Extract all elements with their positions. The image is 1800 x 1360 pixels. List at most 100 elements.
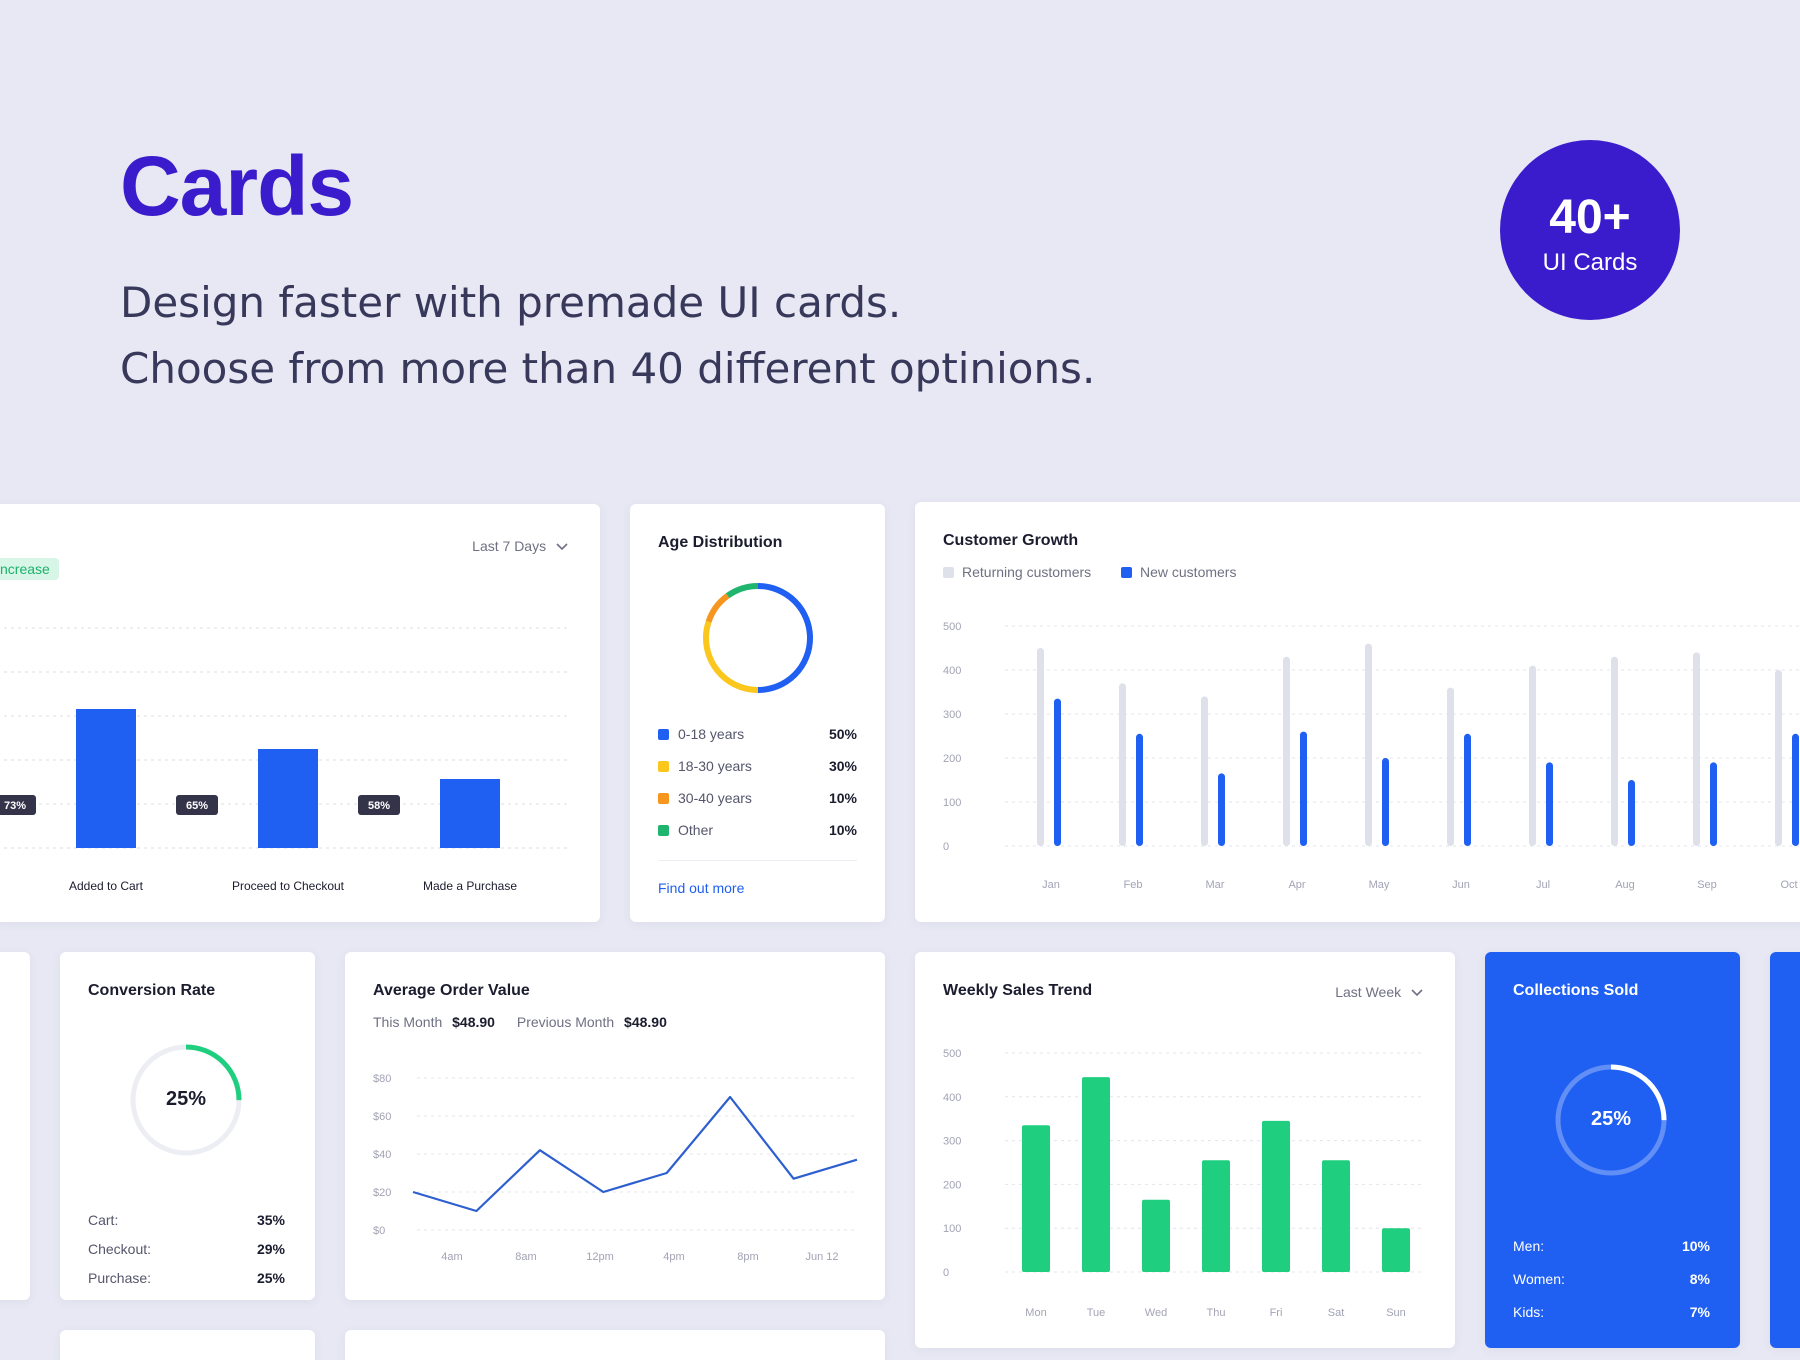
age-legend-value: 10% — [828, 822, 857, 838]
returning-bar — [1201, 696, 1208, 846]
aov-line — [412, 1095, 858, 1213]
legend-swatch-new — [1121, 567, 1132, 578]
returning-bar — [1283, 656, 1290, 846]
y-tick-label: 200 — [943, 1179, 961, 1191]
funnel-rate-label: 73% — [4, 800, 26, 812]
stat-label: Men: — [1513, 1238, 1545, 1254]
legend-new-label: New customers — [1140, 564, 1237, 580]
x-tick-label: Mar — [1206, 879, 1225, 891]
hero-subtitle-line-2: Choose from more than 40 different optin… — [120, 344, 1096, 393]
returning-bar — [1693, 652, 1700, 846]
x-tick-label: Sun — [1386, 1307, 1406, 1319]
x-tick-label: Oct — [1780, 879, 1797, 891]
y-tick-label: $0 — [373, 1225, 385, 1237]
donut-segment — [703, 583, 813, 693]
stat-label: Purchase: — [88, 1270, 152, 1286]
y-tick-label: $60 — [373, 1111, 391, 1123]
funnel-chart: Added to Cart Proceed to Checkout Made a P… — [0, 627, 568, 893]
weekly-sales-bar — [1142, 1199, 1170, 1272]
age-legend-row: Other 10% — [658, 822, 857, 842]
new-customers-bar — [1710, 762, 1717, 846]
partial-card-bottom-1 — [60, 1330, 315, 1360]
age-distribution-card: Age Distribution Find out more 0-18 year… — [630, 504, 885, 922]
new-customers-bar — [1218, 773, 1225, 846]
x-tick-label: 12pm — [586, 1251, 614, 1263]
y-tick-label: 0 — [943, 841, 949, 853]
age-legend-row: 0-18 years 50% — [658, 726, 857, 746]
new-customers-bar — [1054, 698, 1061, 846]
badge-label: UI Cards — [1542, 249, 1638, 276]
period-dropdown[interactable]: Last 7 Days — [472, 538, 568, 554]
stat-value: 8% — [1689, 1271, 1710, 1287]
stat-row: Purchase: 25% — [88, 1270, 285, 1290]
partial-card-bottom-2 — [345, 1330, 885, 1360]
x-tick-label: Sat — [1328, 1307, 1345, 1319]
ring-progress — [130, 1044, 242, 1156]
donut-segment — [703, 583, 813, 693]
stat-value: 29% — [256, 1241, 285, 1257]
age-legend-row: 30-40 years 10% — [658, 790, 857, 810]
growth-title: Customer Growth — [943, 532, 1079, 549]
age-legend-value: 10% — [828, 790, 857, 806]
legend-swatch-returning — [943, 567, 954, 578]
returning-bar — [1037, 648, 1044, 846]
x-tick-label: Jun 12 — [805, 1251, 838, 1263]
find-out-more-link[interactable]: Find out more — [658, 880, 745, 896]
growth-chart: 500 400 300 200 100 0 Jan Feb Mar Apr May Jun Jul Aug… — [943, 621, 1800, 891]
new-customers-bar — [1464, 733, 1471, 846]
stat-value: 10% — [1681, 1238, 1710, 1254]
conversion-title: Conversion Rate — [88, 982, 216, 999]
aov-previous-month-label: Previous Month — [516, 1014, 615, 1030]
stat-label: Cart: — [88, 1212, 119, 1228]
age-legend-label: 30-40 years — [678, 790, 752, 806]
returning-bar — [1775, 670, 1782, 846]
weekly-bar-chart: 500 400 300 200 100 0 Mon Tue Wed Thu Fri Sat Sun — [943, 1048, 1425, 1319]
weekly-sales-bar — [1082, 1077, 1110, 1272]
x-tick-label: Jun — [1452, 879, 1470, 891]
stat-value: 7% — [1689, 1304, 1710, 1320]
conversion-rate-card: Conversion Rate 25% Cart: 35% Checkout: 29%… — [60, 952, 315, 1300]
x-tick-label: Fri — [1270, 1307, 1283, 1319]
x-tick-label: 4pm — [663, 1251, 684, 1263]
y-tick-label: 400 — [943, 1092, 961, 1104]
age-legend-label: 18-30 years — [678, 758, 752, 774]
y-tick-label: 100 — [943, 797, 961, 809]
age-legend-row: 18-30 years 30% — [658, 758, 857, 778]
partial-card-right — [1770, 952, 1800, 1348]
weekly-sales-bar — [1022, 1125, 1050, 1272]
average-order-value-card: Average Order Value This Month $48.90 Pr… — [345, 952, 885, 1300]
legend-swatch — [658, 729, 669, 740]
returning-bar — [1365, 643, 1372, 846]
collections-title: Collections Sold — [1513, 982, 1639, 999]
cards-count-badge: 40+ UI Cards — [1500, 140, 1680, 320]
aov-title: Average Order Value — [373, 982, 530, 999]
period-dropdown-label: Last 7 Days — [472, 538, 547, 554]
weekly-sales-trend-card: Weekly Sales Trend Last Week 500 400 300 20… — [915, 952, 1455, 1348]
weekly-sales-bar — [1382, 1228, 1410, 1272]
collections-sold-card: Collections Sold 25% Men: 10% Women: 8% Kids… — [1485, 952, 1740, 1348]
y-tick-label: 500 — [943, 621, 961, 633]
chevron-down-icon — [556, 543, 568, 551]
aov-this-month-label: This Month — [373, 1014, 443, 1030]
returning-bar — [1611, 656, 1618, 846]
badge-count: 40+ — [1549, 191, 1631, 244]
increase-badge: ncrease — [0, 558, 59, 580]
y-tick-label: $40 — [373, 1149, 391, 1161]
funnel-card: ncrease Last 7 Days Added to Cart Proceed… — [0, 504, 600, 922]
x-tick-label: Wed — [1145, 1307, 1167, 1319]
x-tick-label: 8am — [515, 1251, 536, 1263]
new-customers-bar — [1136, 733, 1143, 846]
aov-previous-month-value: $48.90 — [624, 1014, 667, 1030]
stat-value: 35% — [256, 1212, 285, 1228]
y-tick-label: 100 — [943, 1223, 961, 1235]
legend-swatch — [658, 793, 669, 804]
x-tick-label: May — [1369, 879, 1390, 891]
aov-summary: This Month $48.90 Previous Month $48.90 — [373, 1014, 667, 1030]
conversion-center-value: 25% — [165, 1088, 207, 1110]
x-tick-label: Tue — [1087, 1307, 1106, 1319]
legend-returning: Returning customers — [943, 564, 1091, 580]
partial-card-left — [0, 952, 30, 1300]
funnel-rate-tag — [176, 795, 218, 815]
x-tick-label: Thu — [1207, 1307, 1226, 1319]
weekly-period-dropdown[interactable]: Last Week — [1335, 984, 1423, 1000]
